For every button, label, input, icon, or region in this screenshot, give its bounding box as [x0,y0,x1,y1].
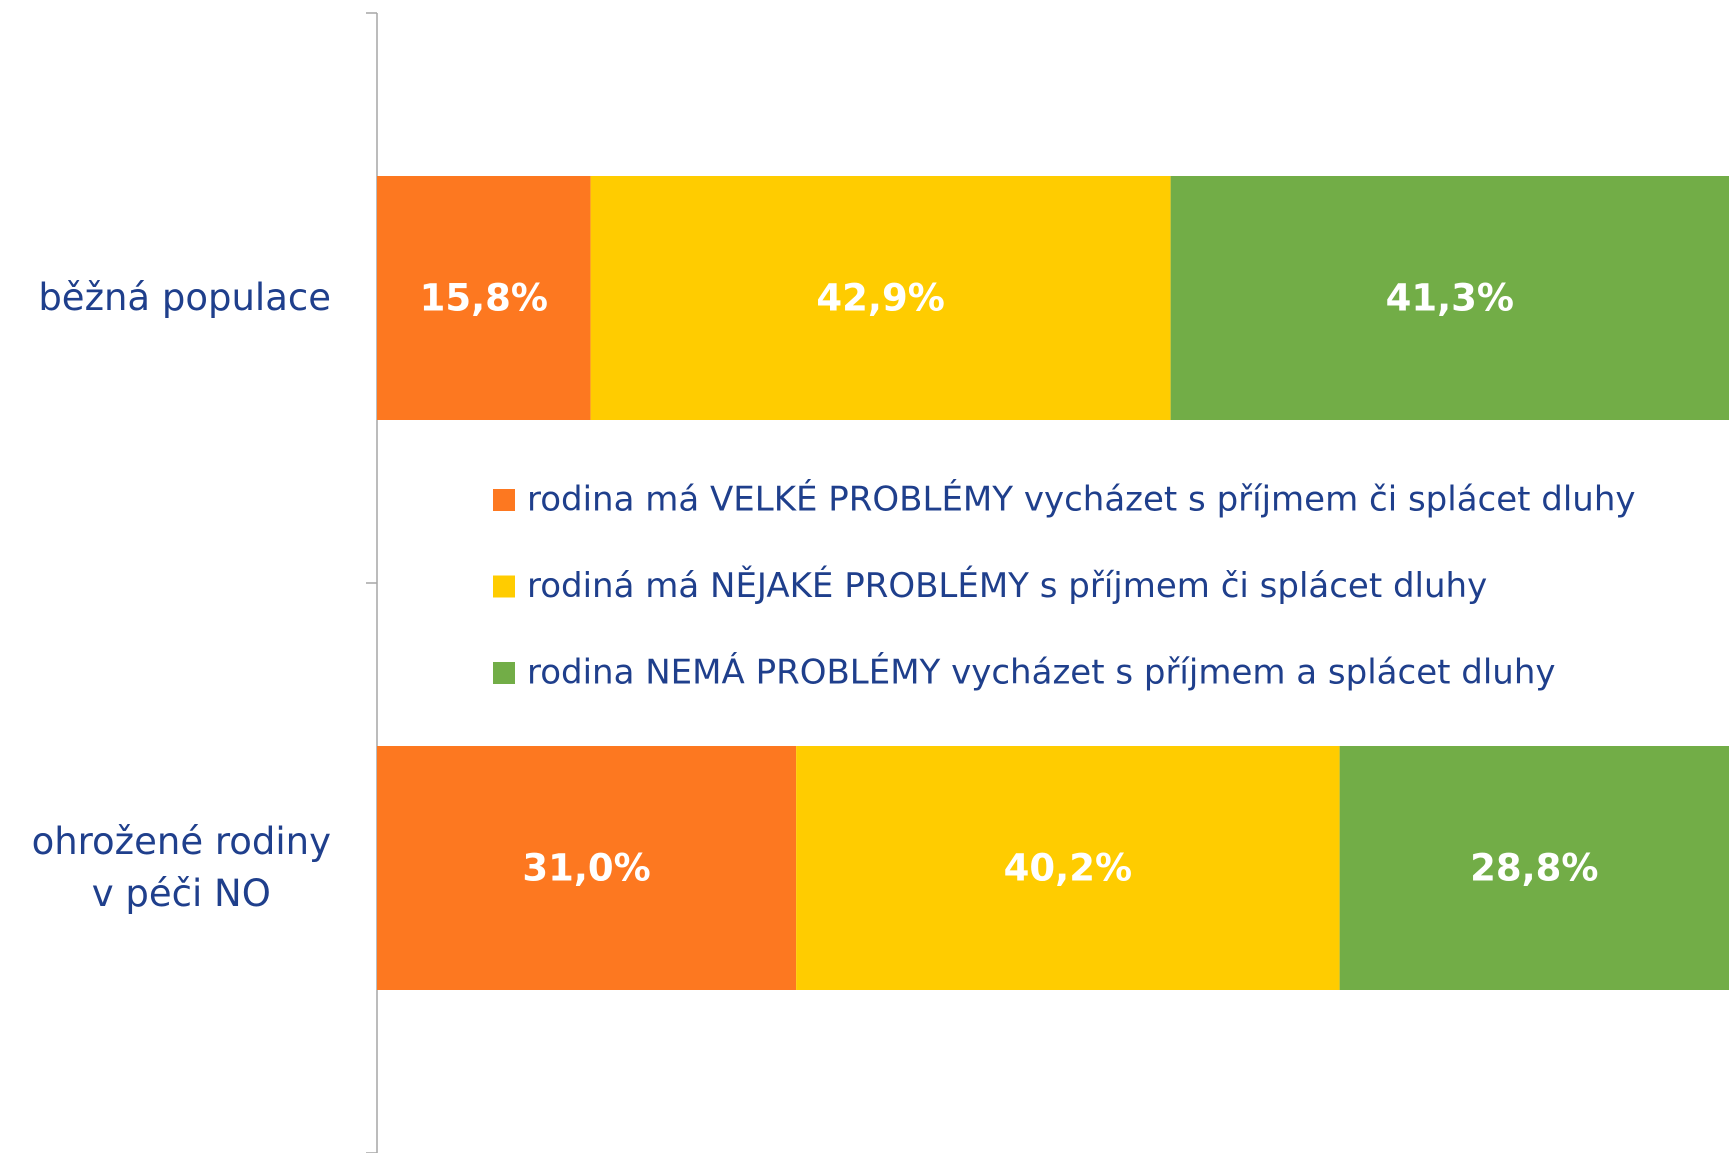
bar-segment [377,746,797,990]
bar-segment [1339,746,1729,990]
legend-label: rodina NEMÁ PROBLÉMY vycházet s příjmem … [527,652,1556,693]
data-label: 31,0% [522,847,650,890]
bar-segment [590,176,1171,420]
data-label: 40,2% [1004,847,1132,890]
bar-segment [796,746,1340,990]
data-label: 42,9% [816,277,944,320]
bar-segment [1170,176,1729,420]
data-label: 28,8% [1470,847,1598,890]
legend-swatch [493,575,515,598]
bar-segment [377,176,591,420]
data-label: 15,8% [420,277,548,320]
legend-label: rodina má VELKÉ PROBLÉMY vycházet s příj… [527,479,1636,520]
category-label: ohrožené rodiny v péči NO [31,820,331,915]
data-label: 41,3% [1386,277,1514,320]
legend-swatch [493,489,515,511]
legend-label: rodiná má NĚJAKÉ PROBLÉMY s příjmem či s… [527,565,1487,606]
legend-swatch [493,662,515,684]
category-label: běžná populace [38,276,331,319]
